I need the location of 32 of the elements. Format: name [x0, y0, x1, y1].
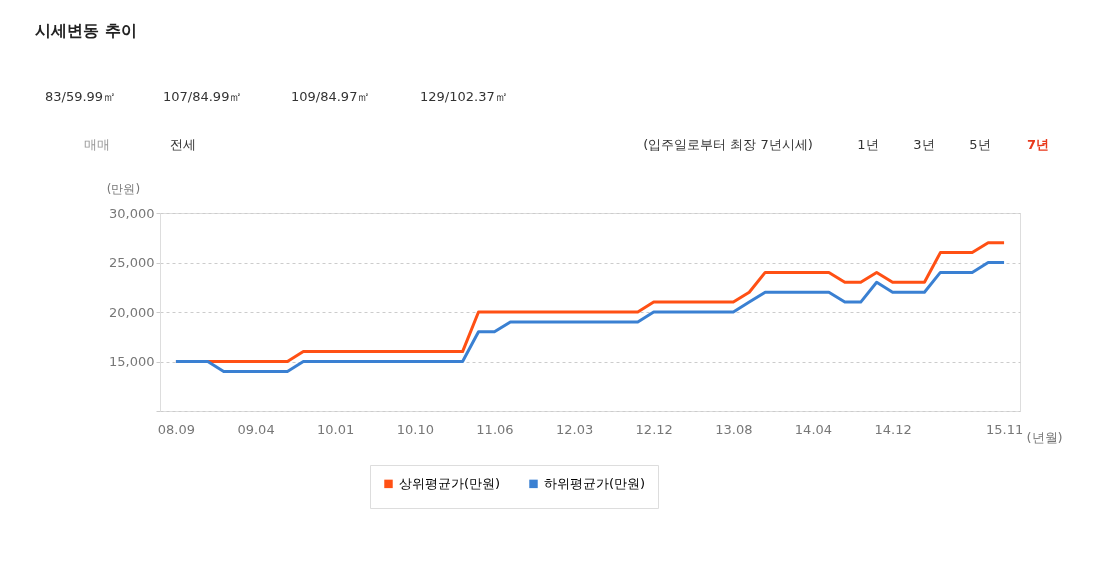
- y-tick-label: 25,000: [109, 255, 155, 270]
- x-tick-label: 14.12: [874, 421, 912, 437]
- text: (입주일로부터 최장 7년시세): [643, 137, 813, 152]
- x-tick-label: 09.04: [237, 421, 275, 437]
- text: 7년: [1026, 137, 1050, 152]
- x-tick-label: 08.09: [157, 421, 196, 437]
- legend-label: 하위평균가(만원): [544, 475, 646, 491]
- text: 107/84.99㎡: [163, 89, 243, 104]
- y-tick-label: 15,000: [109, 354, 155, 369]
- text: 129/102.37㎡: [420, 89, 508, 104]
- text: 1년: [857, 137, 879, 152]
- text: 3년: [913, 137, 935, 152]
- x-tick-label: 10.01: [317, 421, 355, 437]
- x-tick-label: 14.04: [794, 421, 833, 437]
- y-tick-label: 30,000: [109, 205, 155, 221]
- x-tick-label: 10.10: [396, 421, 434, 437]
- text: 매매: [84, 137, 110, 152]
- y-tick-label: 20,000: [109, 304, 155, 320]
- text: 83/59.99㎡: [45, 89, 117, 104]
- chart-title: 시세변동 추이: [35, 21, 137, 40]
- legend-label: 상위평균가(만원): [399, 475, 501, 491]
- x-tick-label: 15.11: [985, 421, 1024, 437]
- x-tick-label: 11.06: [476, 421, 514, 437]
- text: 전세: [170, 137, 196, 152]
- y-axis-title: (만원): [106, 181, 141, 196]
- x-tick-label: 12.12: [635, 421, 673, 437]
- line-series: [174, 261, 1006, 373]
- text: 5년: [969, 137, 991, 152]
- x-tick-label: 12.03: [555, 421, 594, 437]
- x-tick-label: 13.08: [715, 421, 753, 437]
- text: 109/84.97㎡: [291, 89, 371, 104]
- x-axis-title: (년월): [1026, 429, 1063, 445]
